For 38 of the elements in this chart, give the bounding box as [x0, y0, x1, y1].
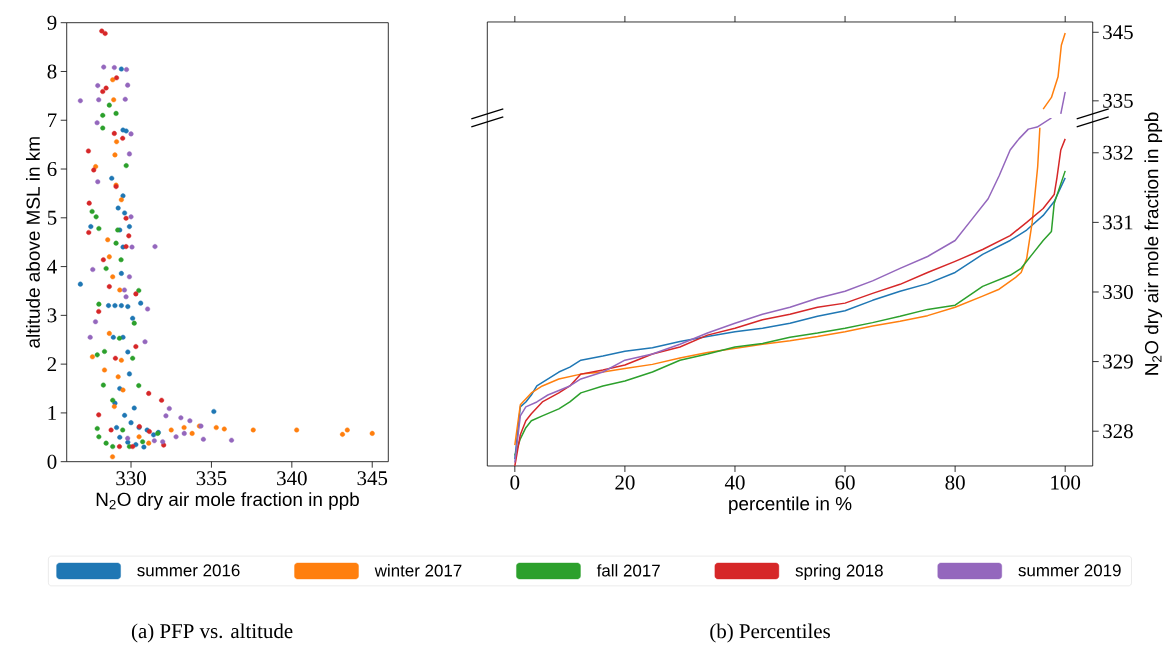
x-tick-label: 100	[1051, 475, 1081, 490]
x-tick-label: 60	[835, 475, 855, 490]
y-tick-label: 335	[1103, 93, 1133, 108]
y-tick-label: 329	[1103, 354, 1133, 369]
legend-label: summer 2019	[1018, 564, 1121, 577]
y-tick-label: 1	[48, 406, 56, 420]
x-tick-label: 340	[277, 471, 307, 486]
x-tick-label: 0	[510, 475, 520, 490]
x-tick-label: 330	[116, 471, 146, 486]
legend-label: winter 2017	[374, 564, 462, 577]
y-tick-label: 9	[47, 15, 57, 30]
y-tick-label: 2	[47, 357, 57, 372]
y-tick-label: 331	[1103, 215, 1133, 230]
y-tick-label: 330	[1103, 284, 1133, 300]
y-axis-title: N$_{2}$O dry air mole fraction in ppb	[1144, 112, 1163, 375]
y-tick-label: 0	[47, 454, 57, 469]
y-tick-label: 7	[48, 113, 57, 128]
y-tick-label: 5	[47, 210, 57, 225]
y-tick-label: 345	[1103, 25, 1133, 40]
x-tick-label: 40	[724, 475, 745, 490]
x-tick-label: 345	[357, 471, 388, 486]
x-axis-title: percentile in %	[729, 496, 852, 515]
y-tick-label: 4	[47, 259, 57, 274]
legend-label: spring 2018	[795, 564, 883, 580]
x-tick-label: 20	[615, 475, 635, 490]
y-tick-label: 6	[47, 161, 57, 177]
x-tick-label: 335	[196, 471, 227, 486]
x-axis-title: N$_{2}$O dry air mole fraction in ppb	[96, 492, 359, 510]
y-tick-label: 328	[1103, 424, 1133, 439]
y-tick-label: 332	[1103, 145, 1133, 160]
text: (a) PFP vs. altitude	[131, 623, 293, 643]
y-tick-label: 8	[47, 64, 57, 79]
text: (b) Percentiles	[710, 623, 830, 643]
legend-label: summer 2016	[137, 564, 240, 577]
x-tick-label: 80	[945, 475, 965, 490]
y-axis-title: altitude above MSL in km	[25, 137, 40, 348]
y-tick-label: 3	[47, 308, 57, 323]
legend-label: fall 2017	[596, 564, 660, 577]
